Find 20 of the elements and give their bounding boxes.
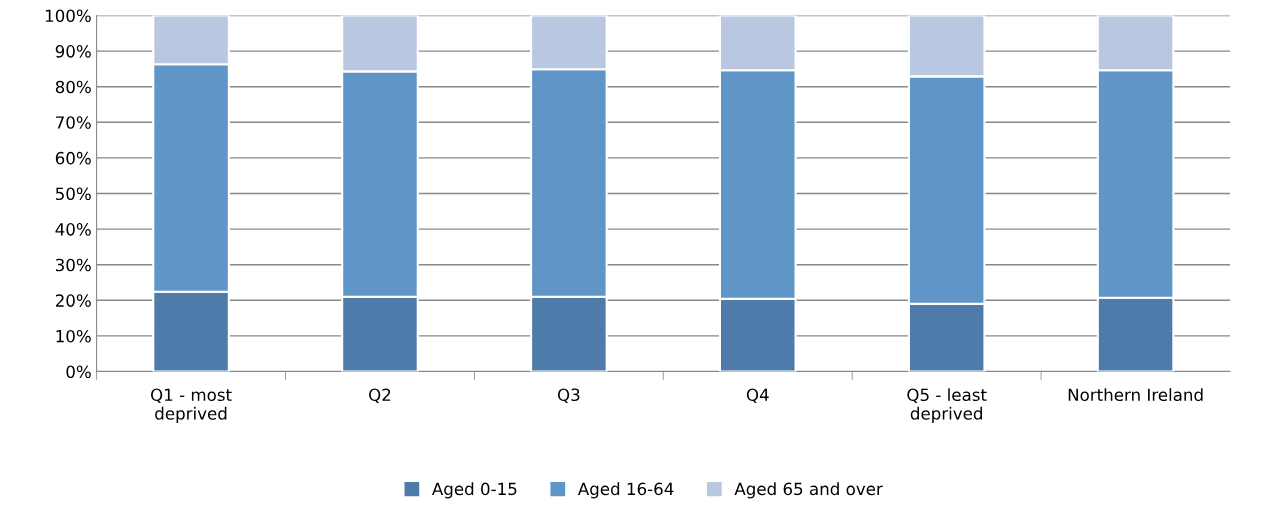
y-tick-label: 80%	[55, 80, 91, 94]
y-tick-label: 90%	[55, 45, 91, 58]
x-tick-label: Q2	[369, 388, 391, 403]
x-tick-label: Q4	[746, 388, 769, 403]
y-tick-label: 0%	[66, 365, 91, 379]
y-tick-label: 40%	[55, 223, 91, 236]
x-tick-label: Q1 - most deprived	[151, 388, 232, 423]
x-tick-label: Northern Ireland	[1068, 388, 1203, 402]
y-tick-label: 60%	[55, 151, 91, 165]
x-tick-label: Q3	[557, 388, 580, 403]
legend-label: Aged 0-15	[432, 482, 517, 499]
legend-label: Aged 65 and over	[734, 482, 883, 499]
x-tick-label: Q5 - least deprived	[907, 388, 987, 423]
legend-label: Aged 16-64	[577, 482, 674, 499]
y-tick-label: 10%	[56, 329, 91, 343]
y-tick-label: 70%	[56, 116, 91, 129]
y-tick-label: 30%	[55, 258, 91, 272]
y-tick-label: 100%	[45, 9, 91, 23]
y-tick-label: 20%	[55, 294, 91, 307]
y-tick-label: 50%	[55, 187, 91, 201]
